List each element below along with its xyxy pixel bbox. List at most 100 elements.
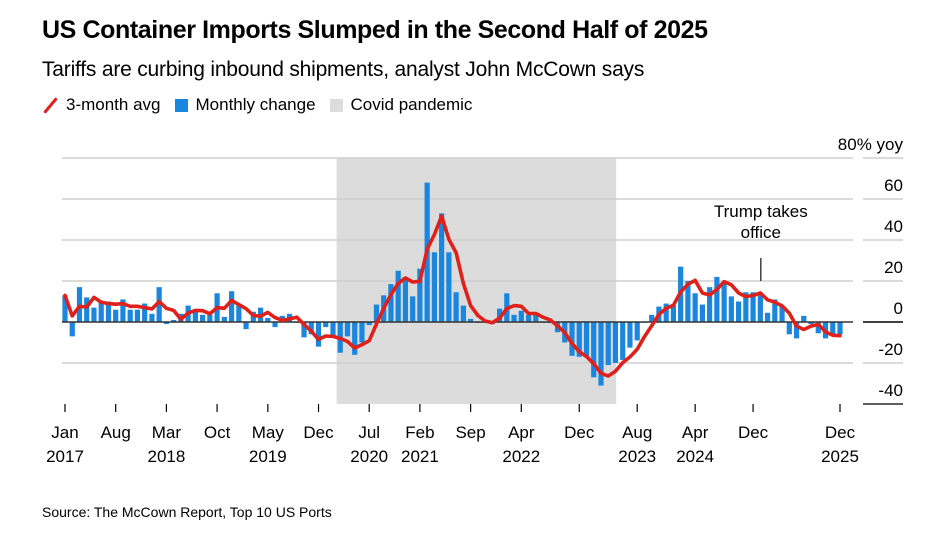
y-tick-label: 80% yoy <box>838 135 904 154</box>
x-tick-label-year: 2021 <box>401 447 439 466</box>
bar-monthly-change <box>236 305 242 322</box>
bar-monthly-change <box>330 322 336 336</box>
x-tick-label-month: Apr <box>682 423 709 442</box>
bar-monthly-change <box>685 281 691 322</box>
bar-monthly-change <box>120 299 126 322</box>
bar-monthly-change <box>344 322 351 337</box>
x-tick-label-month: Jul <box>358 423 380 442</box>
x-tick-label-month: Feb <box>405 423 434 442</box>
bar-monthly-change <box>793 322 800 339</box>
bar-monthly-change <box>511 314 517 322</box>
bar-monthly-change <box>323 322 329 328</box>
x-tick-label-year: 2022 <box>502 447 540 466</box>
gridlines-group <box>62 157 903 405</box>
x-tick-label-month: May <box>252 423 285 442</box>
bar-monthly-change <box>772 299 778 322</box>
bar-monthly-change <box>721 281 727 322</box>
bar-monthly-change <box>569 322 575 356</box>
legend: 3-month avg Monthly change Covid pandemi… <box>42 95 486 115</box>
x-tick-label-year: 2017 <box>46 447 84 466</box>
x-tick-label-year: 2019 <box>249 447 287 466</box>
bar-monthly-change <box>627 322 633 348</box>
bar-monthly-change <box>757 294 763 322</box>
bar-monthly-change <box>786 322 792 335</box>
bar-monthly-change <box>779 305 785 322</box>
y-tick-label: -20 <box>878 340 903 359</box>
y-tick-label: 20 <box>884 258 903 277</box>
chart-title: US Container Imports Slumped in the Seco… <box>42 16 708 44</box>
blue-square-swatch-icon <box>174 98 188 112</box>
annotation-text: Trump takes <box>714 202 808 221</box>
y-axis-labels-group: 80% yoy 60 40 20 0 -20 -40 <box>838 135 904 400</box>
bar-monthly-change <box>402 278 409 322</box>
bar-monthly-change <box>743 292 749 322</box>
bar-monthly-change <box>142 303 148 322</box>
legend-label: 3-month avg <box>66 95 161 114</box>
bar-monthly-change <box>315 322 322 347</box>
bar-monthly-change <box>533 314 539 322</box>
bar-monthly-change <box>105 301 112 322</box>
bar-monthly-change <box>605 322 611 366</box>
bar-monthly-change <box>699 304 705 322</box>
x-tick-label-month: Dec <box>303 423 334 442</box>
x-tick-label-month: Oct <box>204 423 231 442</box>
x-tick-label-month: Dec <box>825 423 856 442</box>
x-axis-group: Jan 2017 Aug Mar 2018 Oct May 2019 Dec Jul 2020 Feb… <box>46 404 859 466</box>
bar-monthly-change <box>446 252 452 322</box>
bar-monthly-change <box>200 314 206 322</box>
legend-label: Covid pandemic <box>350 95 473 114</box>
bar-monthly-change <box>663 303 669 322</box>
bar-monthly-change <box>649 314 655 322</box>
bar-monthly-change <box>801 315 807 322</box>
bar-monthly-change <box>453 292 459 322</box>
bar-monthly-change <box>113 309 119 322</box>
bar-monthly-change <box>815 322 821 334</box>
bar-monthly-change <box>272 322 278 328</box>
bar-monthly-change <box>576 322 582 357</box>
x-tick-label-year: 2023 <box>618 447 656 466</box>
x-tick-label-year: 2018 <box>147 447 185 466</box>
bar-monthly-change <box>837 322 843 335</box>
x-tick-label-month: Aug <box>622 423 652 442</box>
y-tick-label: 60 <box>884 176 903 195</box>
bar-monthly-change <box>84 297 90 322</box>
bar-monthly-change <box>431 252 437 322</box>
bar-monthly-change <box>221 316 227 322</box>
bar-monthly-change <box>62 295 68 322</box>
x-tick-label-year: 2025 <box>821 447 859 466</box>
bar-monthly-change <box>591 322 597 378</box>
bar-monthly-change <box>98 301 104 322</box>
bar-monthly-change <box>228 291 235 322</box>
bar-monthly-change <box>127 309 133 322</box>
y-tick-label: 0 <box>894 299 903 318</box>
x-tick-label-year: 2020 <box>350 447 388 466</box>
bar-monthly-change <box>69 322 75 337</box>
bar-monthly-change <box>692 293 698 322</box>
bar-monthly-change <box>830 322 836 335</box>
gray-square-swatch-icon <box>329 98 343 112</box>
x-tick-label-month: Sep <box>455 423 485 442</box>
y-tick-label: -40 <box>878 381 903 400</box>
bar-monthly-change <box>359 322 365 343</box>
bar-monthly-change <box>417 268 423 322</box>
bar-monthly-change <box>728 296 734 322</box>
bar-monthly-change <box>134 309 141 322</box>
bar-monthly-change <box>91 307 97 322</box>
annotation-text: office <box>741 223 781 242</box>
bar-monthly-change <box>518 310 524 322</box>
line-3-month-avg <box>63 214 842 378</box>
bar-monthly-change <box>395 270 401 322</box>
bar-monthly-change <box>764 312 771 322</box>
legend-item-3-month-avg: 3-month avg <box>42 95 161 115</box>
bar-monthly-change <box>707 287 713 322</box>
bar-monthly-change <box>808 322 814 325</box>
source-note: Source: The McCown Report, Top 10 US Por… <box>42 504 332 520</box>
bar-monthly-change <box>265 317 271 322</box>
x-tick-label-month: Jan <box>51 423 78 442</box>
x-tick-label-month: Aug <box>101 423 131 442</box>
x-tick-label-year: 2024 <box>676 447 714 466</box>
bar-monthly-change <box>612 322 619 363</box>
bar-monthly-change <box>620 322 626 360</box>
x-tick-label-month: Mar <box>152 423 182 442</box>
